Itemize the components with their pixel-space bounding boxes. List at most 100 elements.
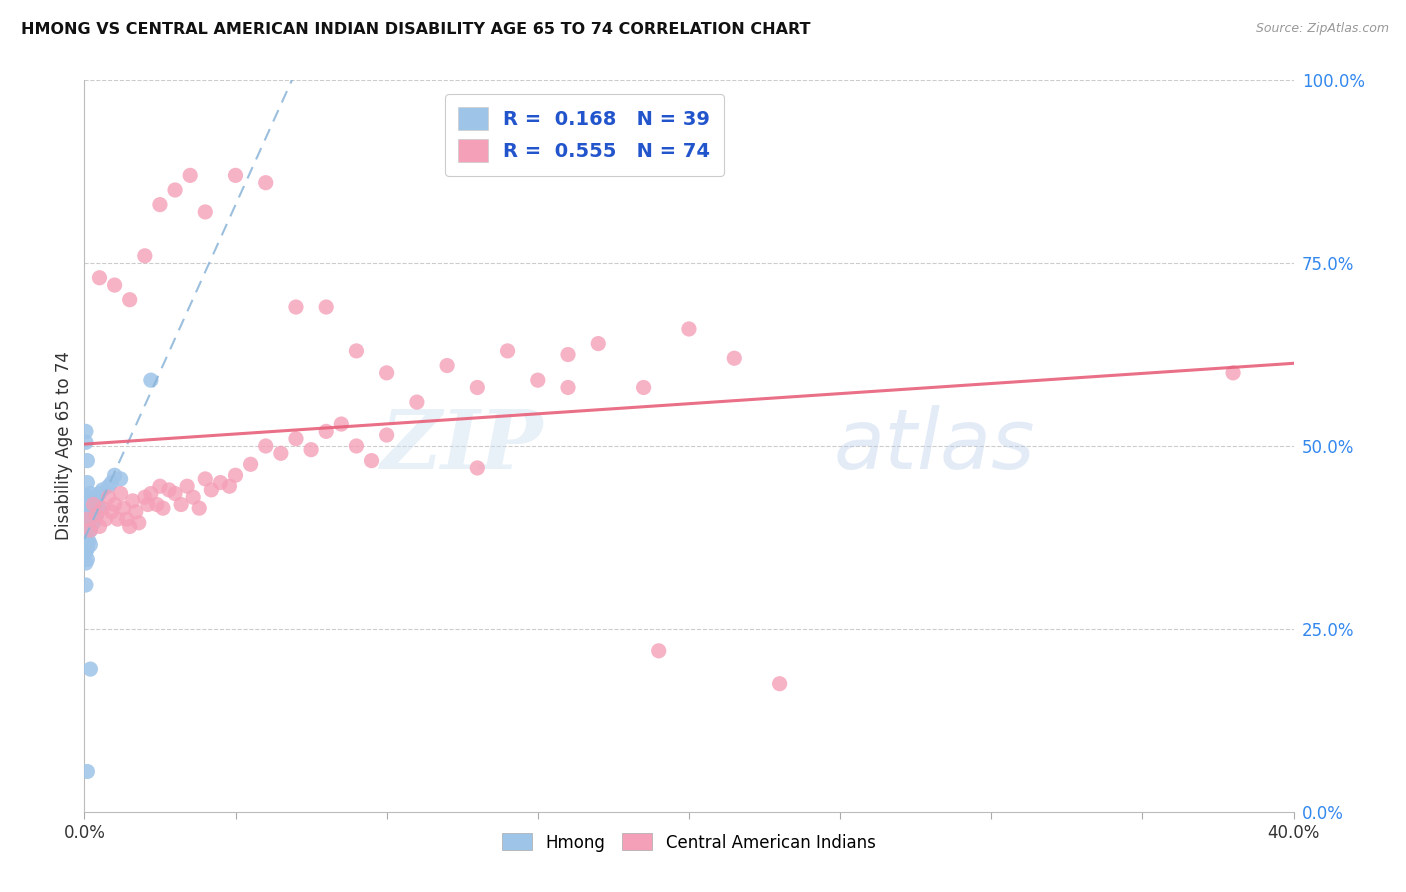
Point bbox=[496, 343, 519, 358]
Point bbox=[254, 176, 277, 190]
Point bbox=[285, 432, 308, 446]
Point bbox=[254, 439, 277, 453]
Point bbox=[648, 644, 671, 658]
Point bbox=[346, 343, 368, 358]
Text: Source: ZipAtlas.com: Source: ZipAtlas.com bbox=[1256, 22, 1389, 36]
Point bbox=[77, 501, 100, 516]
Point bbox=[82, 498, 104, 512]
Point bbox=[75, 556, 97, 570]
Point bbox=[436, 359, 458, 373]
Point bbox=[188, 501, 211, 516]
Point bbox=[406, 395, 429, 409]
Point bbox=[149, 479, 172, 493]
Point bbox=[128, 516, 150, 530]
Point bbox=[77, 519, 100, 533]
Point bbox=[100, 475, 122, 490]
Point bbox=[527, 373, 550, 387]
Point bbox=[79, 508, 101, 523]
Point bbox=[557, 347, 579, 362]
Point bbox=[557, 380, 579, 394]
Point bbox=[110, 486, 132, 500]
Point bbox=[76, 475, 98, 490]
Point bbox=[165, 183, 187, 197]
Point bbox=[89, 501, 111, 516]
Point bbox=[76, 453, 98, 467]
Point bbox=[149, 197, 172, 211]
Point bbox=[194, 205, 217, 219]
Point bbox=[82, 501, 104, 516]
Point bbox=[86, 508, 108, 523]
Point bbox=[152, 501, 174, 516]
Point bbox=[299, 442, 322, 457]
Point bbox=[181, 490, 204, 504]
Point bbox=[225, 169, 247, 183]
Point bbox=[79, 486, 101, 500]
Point bbox=[94, 512, 117, 526]
Point bbox=[76, 512, 98, 526]
Point bbox=[200, 483, 222, 497]
Point bbox=[104, 278, 127, 293]
Point bbox=[79, 523, 101, 537]
Point bbox=[107, 512, 129, 526]
Point bbox=[170, 498, 193, 512]
Point bbox=[75, 545, 97, 559]
Point bbox=[77, 534, 100, 549]
Point bbox=[76, 490, 98, 504]
Point bbox=[79, 662, 101, 676]
Point bbox=[97, 490, 120, 504]
Point bbox=[467, 380, 489, 394]
Point bbox=[77, 490, 100, 504]
Y-axis label: Disability Age 65 to 74: Disability Age 65 to 74 bbox=[55, 351, 73, 541]
Point bbox=[75, 435, 97, 450]
Point bbox=[76, 501, 98, 516]
Point bbox=[76, 512, 98, 526]
Point bbox=[104, 498, 127, 512]
Point bbox=[285, 300, 308, 314]
Point bbox=[146, 498, 169, 512]
Point bbox=[330, 417, 353, 431]
Point bbox=[121, 494, 143, 508]
Point bbox=[76, 541, 98, 556]
Point bbox=[179, 169, 201, 183]
Point bbox=[139, 373, 162, 387]
Point bbox=[134, 249, 156, 263]
Point bbox=[157, 483, 180, 497]
Point bbox=[125, 505, 148, 519]
Point bbox=[91, 501, 114, 516]
Point bbox=[75, 534, 97, 549]
Legend: Hmong, Central American Indians: Hmong, Central American Indians bbox=[496, 827, 882, 858]
Text: HMONG VS CENTRAL AMERICAN INDIAN DISABILITY AGE 65 TO 74 CORRELATION CHART: HMONG VS CENTRAL AMERICAN INDIAN DISABIL… bbox=[21, 22, 811, 37]
Point bbox=[112, 501, 135, 516]
Point bbox=[89, 486, 111, 500]
Point bbox=[75, 523, 97, 537]
Point bbox=[76, 552, 98, 566]
Point bbox=[79, 498, 101, 512]
Point bbox=[194, 472, 217, 486]
Point bbox=[89, 270, 111, 285]
Point bbox=[225, 468, 247, 483]
Point bbox=[76, 523, 98, 537]
Point bbox=[82, 516, 104, 530]
Point bbox=[136, 498, 159, 512]
Point bbox=[270, 446, 292, 460]
Text: atlas: atlas bbox=[834, 406, 1036, 486]
Point bbox=[82, 490, 104, 504]
Point bbox=[723, 351, 745, 366]
Point bbox=[89, 519, 111, 533]
Point bbox=[76, 764, 98, 779]
Point bbox=[118, 293, 141, 307]
Point bbox=[86, 494, 108, 508]
Point bbox=[360, 453, 382, 467]
Point bbox=[75, 425, 97, 439]
Point bbox=[104, 468, 127, 483]
Point bbox=[75, 578, 97, 592]
Point bbox=[633, 380, 655, 394]
Point bbox=[118, 519, 141, 533]
Point bbox=[315, 425, 337, 439]
Point bbox=[176, 479, 198, 493]
Point bbox=[375, 428, 398, 442]
Point bbox=[165, 486, 187, 500]
Point bbox=[209, 475, 232, 490]
Point bbox=[79, 538, 101, 552]
Text: ZIP: ZIP bbox=[381, 406, 544, 486]
